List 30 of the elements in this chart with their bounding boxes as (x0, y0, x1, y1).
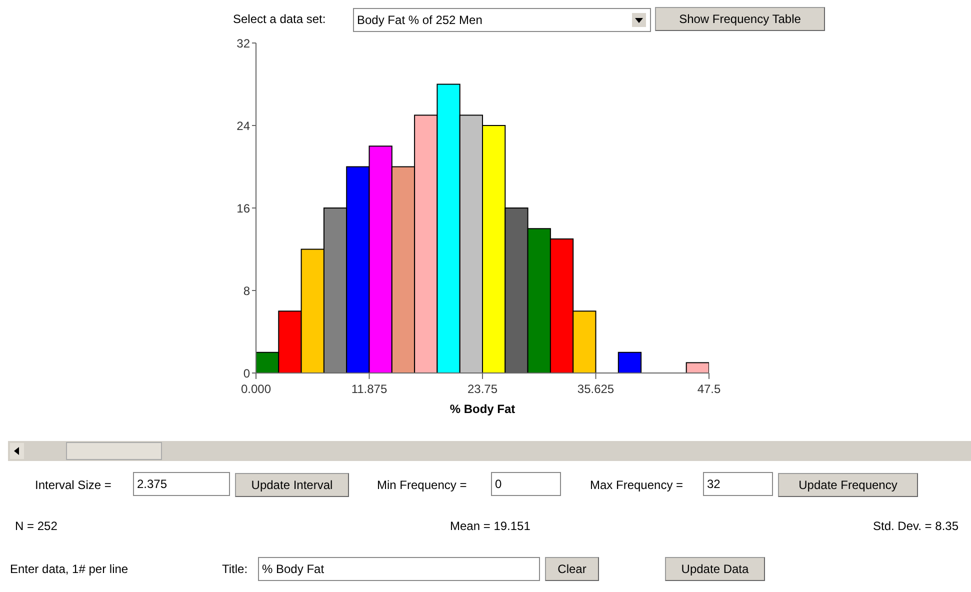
frequency-table-button: Show Frequency Table (655, 7, 825, 31)
update-data-button: Update Data (665, 557, 765, 581)
max-frequency-field: 32 (703, 472, 773, 496)
text: N = 252 (15, 519, 58, 533)
min-frequency-field: 0 (491, 472, 561, 496)
interval-size-field: 2.375 (133, 472, 230, 496)
text: Title: (222, 562, 248, 576)
y-tick-label: 32 (236, 36, 250, 50)
x-tick-label: 47.5 (697, 382, 721, 396)
text: Enter data, 1# per line (10, 562, 128, 576)
x-tick-label: 35.625 (577, 382, 614, 396)
y-tick-label: 24 (236, 118, 250, 133)
text: Std. Dev. = 8.35 (873, 519, 958, 533)
text: Max Frequency = (590, 478, 684, 492)
text: Mean = 19.151 (450, 519, 530, 533)
update-frequency-button: Update Frequency (778, 473, 918, 497)
x-axis-title: % Body Fat (450, 402, 516, 416)
x-tick-label: 0.000 (240, 382, 272, 396)
y-tick-label: 16 (236, 201, 250, 216)
dataset-dropdown: Body Fat % of 252 Men (353, 8, 651, 32)
clear-button: Clear (545, 557, 599, 581)
update-interval-button: Update Interval (235, 473, 349, 497)
text: Min Frequency = (377, 478, 467, 492)
y-tick-label: 8 (243, 284, 250, 298)
y-tick-label: 0 (243, 366, 250, 380)
x-tick-label: 23.75 (467, 382, 498, 396)
title-field: % Body Fat (258, 557, 540, 581)
text: Interval Size = (35, 478, 112, 492)
text: Select a data set: (233, 12, 326, 26)
x-tick-label: 11.875 (351, 382, 388, 396)
